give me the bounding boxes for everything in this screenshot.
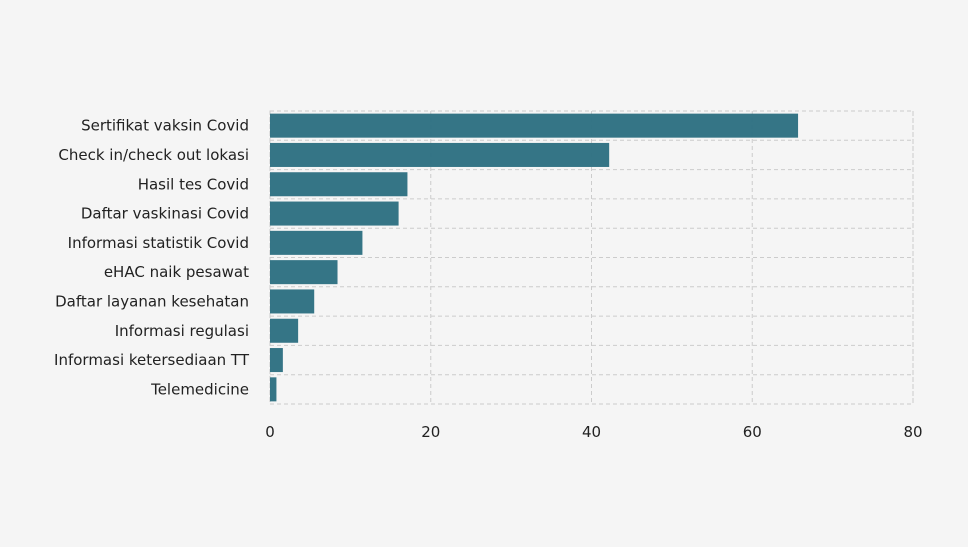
category-labels: Sertifikat vaksin Covid Check in/check ou… — [54, 117, 250, 399]
bar — [270, 201, 399, 226]
bar — [270, 230, 363, 255]
bar — [270, 113, 799, 138]
bar — [270, 260, 338, 285]
x-tick-label: 40 — [582, 423, 601, 441]
x-tick-label: 80 — [903, 423, 922, 441]
category-label: eHAC naik pesawat — [104, 263, 249, 281]
bar — [270, 142, 610, 167]
category-label: Informasi ketersediaan TT — [54, 351, 250, 369]
category-label: Sertifikat vaksin Covid — [81, 117, 249, 135]
bar — [270, 318, 299, 343]
bar — [270, 348, 283, 373]
x-tick-label: 60 — [743, 423, 762, 441]
category-label: Informasi regulasi — [115, 322, 249, 340]
category-label: Telemedicine — [150, 380, 249, 398]
bars — [270, 113, 799, 402]
grid — [269, 110, 914, 405]
category-label: Daftar vaskinasi Covid — [81, 205, 249, 223]
x-axis-ticks: 0 20 40 60 80 — [265, 423, 922, 441]
bar — [270, 377, 277, 402]
bar — [270, 172, 408, 197]
x-tick-label: 0 — [265, 423, 275, 441]
category-label: Informasi statistik Covid — [68, 234, 249, 252]
category-label: Daftar layanan kesehatan — [55, 292, 249, 310]
x-tick-label: 20 — [421, 423, 440, 441]
category-label: Hasil tes Covid — [138, 175, 249, 193]
bar — [270, 289, 315, 314]
category-label: Check in/check out lokasi — [58, 146, 249, 164]
